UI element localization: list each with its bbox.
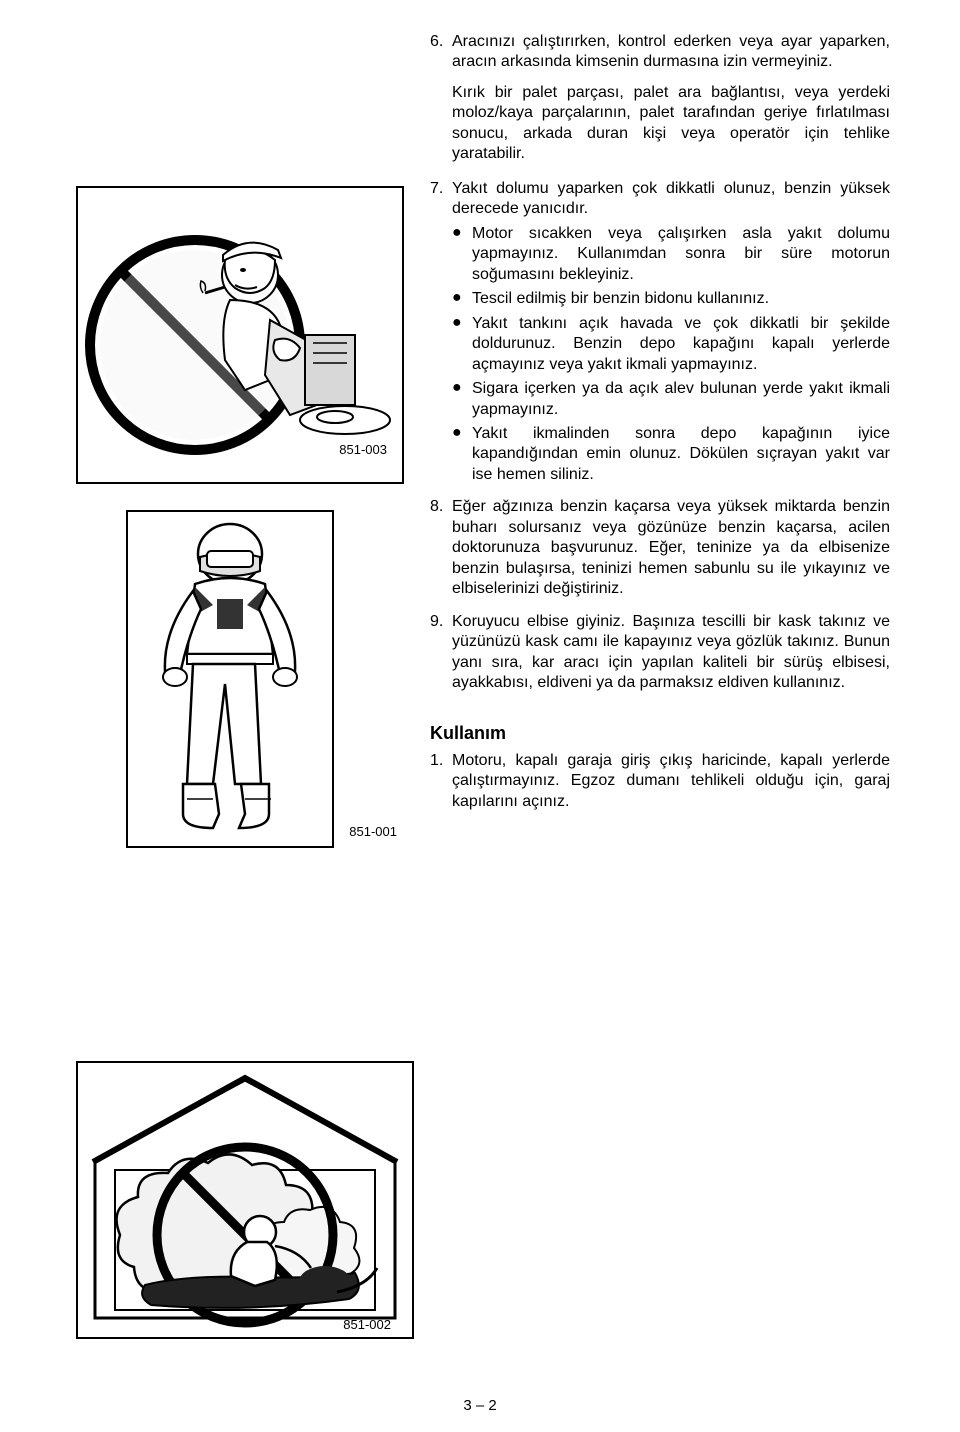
item-text: Koruyucu elbise giyiniz. Başınıza tescil…: [452, 613, 890, 691]
bullet-text: Motor sıcakken veya çalışırken asla yakı…: [472, 224, 890, 285]
illustration-label-1: 851-003: [339, 442, 387, 457]
illustration-fueling: 851-003: [75, 185, 405, 485]
bullet-item: ● Motor sıcakken veya çalışırken asla ya…: [452, 224, 890, 285]
item-number: 1.: [430, 751, 452, 812]
item-text: Aracınızı çalıştırırken, kontrol ederken…: [452, 33, 890, 70]
list-item-7: 7. Yakıt dolumu yaparken çok dikkatli ol…: [430, 179, 890, 220]
bullet-dot-icon: ●: [452, 314, 472, 375]
section-title-usage: Kullanım: [430, 722, 890, 745]
bullet-text: Sigara içerken ya da açık alev bulunan y…: [472, 379, 890, 420]
item-number: 9.: [430, 612, 452, 694]
list-item-6: 6. Aracınızı çalıştırırken, kontrol eder…: [430, 32, 890, 73]
illustration-garage: 851-002: [75, 1060, 405, 1340]
bullet-item: ● Yakıt tankını açık havada ve çok dikka…: [452, 314, 890, 375]
bullet-dot-icon: ●: [452, 424, 472, 485]
item-text: Eğer ağzınıza benzin kaçarsa veya yüksek…: [452, 498, 890, 597]
list-item-6-cont: Kırık bir palet parçası, palet ara bağla…: [430, 83, 890, 165]
item-text: Yakıt dolumu yaparken çok dikkatli olunu…: [452, 180, 890, 217]
bullet-list-7: ● Motor sıcakken veya çalışırken asla ya…: [452, 224, 890, 486]
illustration-label-2: 851-001: [349, 824, 397, 839]
illustration-label-3: 851-002: [343, 1317, 391, 1332]
page-number: 3 – 2: [0, 1397, 960, 1414]
item-number: 7.: [430, 179, 452, 220]
item-text: Kırık bir palet parçası, palet ara bağla…: [452, 84, 890, 162]
bullet-item: ● Yakıt ikmalinden sonra depo kapağının …: [452, 424, 890, 485]
bullet-dot-icon: ●: [452, 379, 472, 420]
bullet-dot-icon: ●: [452, 224, 472, 285]
item-number: 6.: [430, 32, 452, 73]
bullet-item: ● Tescil edilmiş bir benzin bidonu kulla…: [452, 289, 890, 309]
bullet-text: Yakıt tankını açık havada ve çok dikkatl…: [472, 314, 890, 375]
left-illustration-column: 851-003: [75, 185, 405, 873]
bullet-item: ● Sigara içerken ya da açık alev bulunan…: [452, 379, 890, 420]
usage-item-1: 1. Motoru, kapalı garaja giriş çıkış har…: [430, 751, 890, 812]
item-number: 8.: [430, 497, 452, 599]
text-column: 6. Aracınızı çalıştırırken, kontrol eder…: [430, 32, 890, 822]
item-text: Motoru, kapalı garaja giriş çıkış harici…: [452, 752, 890, 810]
bullet-text: Tescil edilmiş bir benzin bidonu kullanı…: [472, 289, 890, 309]
illustration-rider-gear: 851-001: [75, 509, 405, 849]
list-item-9: 9. Koruyucu elbise giyiniz. Başınıza tes…: [430, 612, 890, 694]
bullet-text: Yakıt ikmalinden sonra depo kapağının iy…: [472, 424, 890, 485]
list-item-8: 8. Eğer ağzınıza benzin kaçarsa veya yük…: [430, 497, 890, 599]
bullet-dot-icon: ●: [452, 289, 472, 309]
